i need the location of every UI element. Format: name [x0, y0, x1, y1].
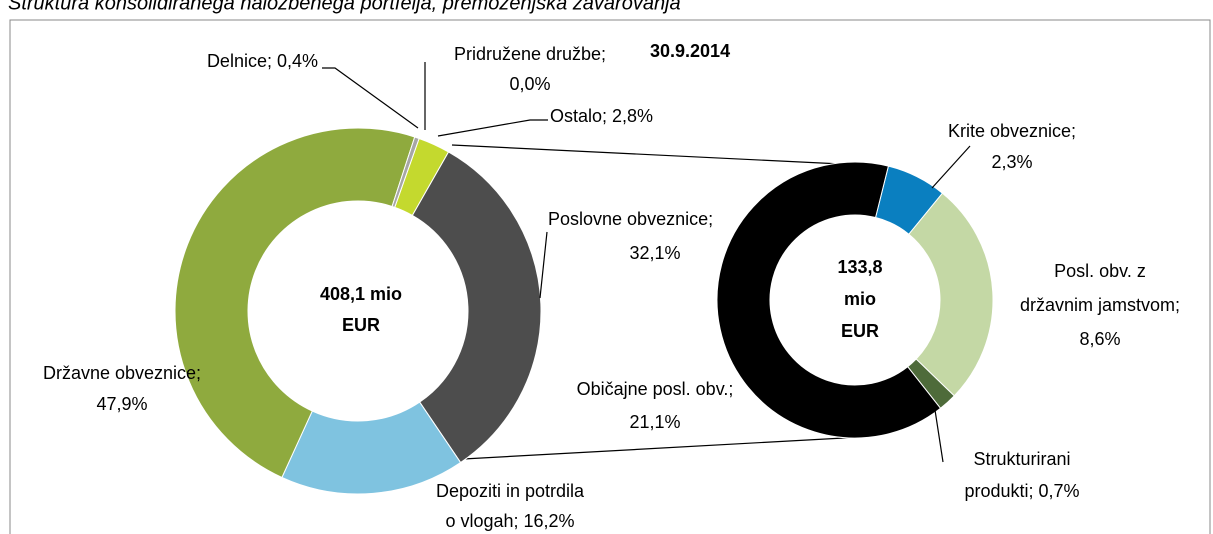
leader-line — [322, 67, 419, 129]
donut-segment — [411, 151, 542, 464]
data-label: o vlogah; 16,2% — [445, 511, 574, 531]
data-label: Pridružene družbe; — [454, 44, 606, 64]
center-label: 408,1 mio — [320, 284, 402, 304]
leader-line — [931, 145, 971, 189]
data-label: 21,1% — [629, 412, 680, 432]
leader-line — [934, 409, 944, 463]
donut-segment — [716, 161, 942, 439]
data-label: Državne obveznice; — [43, 363, 201, 383]
connector — [444, 436, 863, 461]
center-label: 133,8 — [837, 257, 882, 277]
center-label: EUR — [342, 315, 380, 335]
annotation: 30.9.2014 — [650, 41, 730, 61]
data-label: 47,9% — [96, 394, 147, 414]
data-label: Delnice; 0,4% — [207, 51, 318, 71]
data-label: Strukturirani — [973, 449, 1070, 469]
donut-segment — [908, 192, 994, 397]
connector — [451, 144, 863, 166]
data-label: 2,3% — [991, 152, 1032, 172]
data-label: Posl. obv. z — [1054, 261, 1146, 281]
leader-line — [437, 119, 548, 137]
center-label: EUR — [841, 321, 879, 341]
data-label: 32,1% — [629, 243, 680, 263]
data-label: Depoziti in potrdila — [436, 481, 585, 501]
leader-line — [539, 231, 548, 299]
data-label: 8,6% — [1079, 329, 1120, 349]
donut-segment — [174, 127, 416, 479]
chart-title: Struktura konsolidiranega naložbenega po… — [8, 0, 681, 14]
donut-segment — [391, 136, 420, 208]
data-label: Ostalo; 2,8% — [550, 106, 653, 126]
data-label: Običajne posl. obv.; — [577, 379, 734, 399]
data-label: Krite obveznice; — [948, 121, 1076, 141]
data-label: 0,0% — [509, 74, 550, 94]
data-label: državnim jamstvom; — [1020, 295, 1180, 315]
data-label: produkti; 0,7% — [964, 481, 1079, 501]
data-label: Poslovne obveznice; — [548, 209, 713, 229]
frame — [9, 19, 1211, 534]
center-label: mio — [844, 289, 876, 309]
